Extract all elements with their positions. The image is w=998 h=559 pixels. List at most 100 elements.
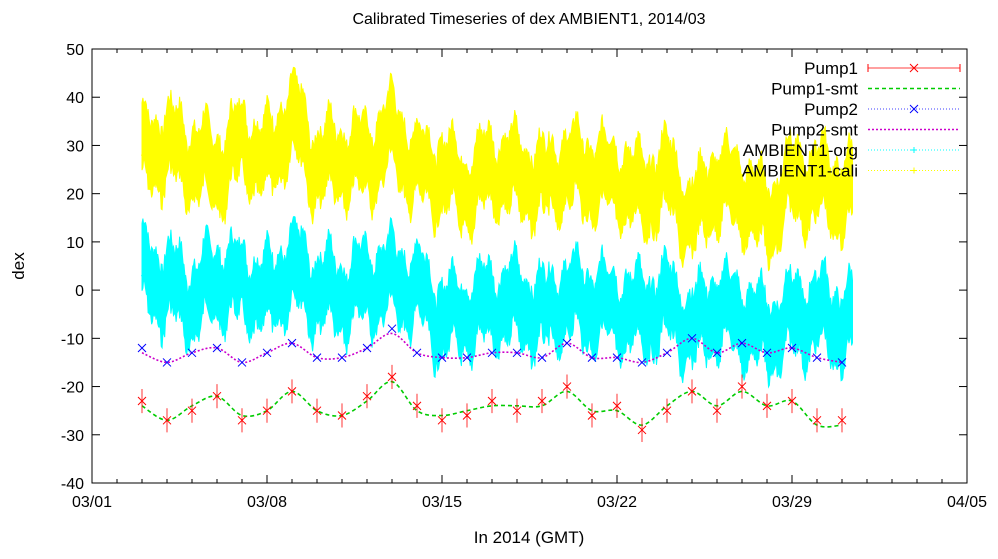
ambient1-org-series-point [766, 332, 768, 335]
pump1-point [537, 396, 547, 406]
chart-title: Calibrated Timeseries of dex AMBIENT1, 2… [352, 11, 705, 28]
pump2-point [312, 353, 322, 362]
legend-swatch-marker [909, 104, 919, 114]
pump2-point [162, 358, 172, 367]
pump1-point [187, 406, 197, 416]
pump1-point [387, 372, 397, 382]
y-tick-label: -30 [61, 428, 84, 445]
pump1-point [437, 415, 447, 425]
pump2-point [487, 348, 497, 358]
ambient1-cali-series-point [191, 159, 193, 161]
ambient1-org-series-point [791, 318, 793, 320]
legend-label: AMBIENT1-org [743, 141, 858, 160]
pump1-point [287, 387, 297, 396]
pump2-point [237, 358, 247, 367]
ambient1-cali-series-point [291, 120, 293, 123]
pump2-point [137, 343, 147, 353]
plot-marks [137, 66, 853, 443]
ambient1-org-series-point [616, 308, 618, 311]
y-tick-label: 20 [66, 187, 84, 204]
ambient1-org-series-point [816, 313, 818, 316]
y-tick-label: 50 [66, 42, 84, 59]
pump2-point [337, 353, 347, 362]
x-tick-label: 03/29 [772, 494, 812, 511]
ambient1-org-series-point [291, 269, 293, 272]
y-tick-label: 10 [66, 235, 84, 252]
pump1-smt-series-line [141, 380, 843, 428]
y-tick-label: 0 [75, 283, 84, 300]
ambient1-cali-series-point [391, 134, 393, 137]
pump1-point [737, 382, 747, 391]
pump2-point [412, 348, 422, 358]
pump2-point [737, 338, 747, 348]
ambient1-org-series-point [466, 313, 468, 316]
ambient1-org-series-point [591, 303, 593, 306]
pump2-point [537, 353, 547, 362]
ambient1-cali-series-point [541, 183, 543, 185]
pump2-point [637, 358, 647, 367]
axis-ticks: -40 -30 -20 -10 0 10 20 30 40 50 03/01 03/08 03/15 03… [61, 42, 987, 511]
pump2-point [787, 343, 797, 353]
pump2-point [762, 348, 772, 358]
ambient1-cali-series [141, 66, 853, 272]
pump2-point [512, 348, 522, 358]
ambient1-org-series-point [716, 308, 718, 311]
pump2-point [812, 353, 822, 362]
pump1-point [762, 401, 772, 411]
ambient1-cali-series-fill [141, 66, 853, 272]
pump1-point [662, 406, 672, 416]
ambient1-org-series-point [366, 284, 368, 287]
ambient1-cali-series-point [166, 144, 168, 147]
ambient1-cali-series-point [816, 183, 818, 185]
pump2-point [562, 338, 572, 348]
ambient1-cali-series-point [216, 168, 218, 171]
ambient1-org-series-point [691, 327, 693, 330]
pump1-point [687, 387, 697, 396]
pump2-point [362, 343, 372, 353]
pump1-point [137, 396, 147, 406]
ambient1-org-series-point [191, 298, 193, 301]
x-tick-label: 03/01 [72, 494, 112, 511]
ambient1-org-series [141, 215, 853, 389]
legend-label: Pump1-smt [771, 80, 858, 99]
pump2-point [712, 348, 722, 358]
ambient1-cali-series-point [441, 173, 443, 176]
legend-swatch-marker [911, 147, 917, 153]
pump2-point [387, 324, 397, 334]
ambient1-cali-series-point [341, 159, 343, 161]
x-tick-label: 04/05 [947, 494, 987, 511]
pump1-point [562, 382, 572, 391]
pump2-series [137, 324, 847, 367]
legend-swatch-marker [911, 167, 917, 174]
pump2-point [687, 333, 697, 343]
ambient1-org-series-point [566, 298, 568, 301]
ambient1-cali-series-point [641, 192, 643, 195]
pump2-point [437, 353, 447, 362]
pump2-point [587, 353, 597, 362]
ambient1-org-series-point [216, 279, 218, 282]
ambient1-org-series-point [316, 289, 318, 292]
x-axis-title: In 2014 (GMT) [474, 528, 585, 547]
pump1-point [487, 396, 497, 406]
ambient1-cali-series-point [741, 192, 743, 195]
ambient1-cali-series-point [141, 154, 143, 156]
x-tick-label: 03/15 [422, 494, 462, 511]
pump2-point [837, 358, 847, 367]
pump2-point [212, 343, 222, 353]
y-tick-label: 30 [66, 138, 84, 155]
ambient1-org-series-point [841, 322, 843, 325]
ambient1-org-series-point [141, 274, 143, 277]
ambient1-cali-series-point [416, 168, 418, 171]
ambient1-org-series-fill [141, 215, 853, 389]
pump1-smt-series [141, 380, 843, 428]
pump1-point [812, 415, 822, 425]
ambient1-cali-series-point [491, 168, 493, 171]
ambient1-cali-series-point [716, 183, 718, 185]
pump2-point [187, 348, 197, 358]
ambient1-org-series-point [641, 313, 643, 316]
ambient1-org-series-point [516, 303, 518, 306]
pump2-point [612, 353, 622, 362]
plot-frame [91, 48, 968, 484]
